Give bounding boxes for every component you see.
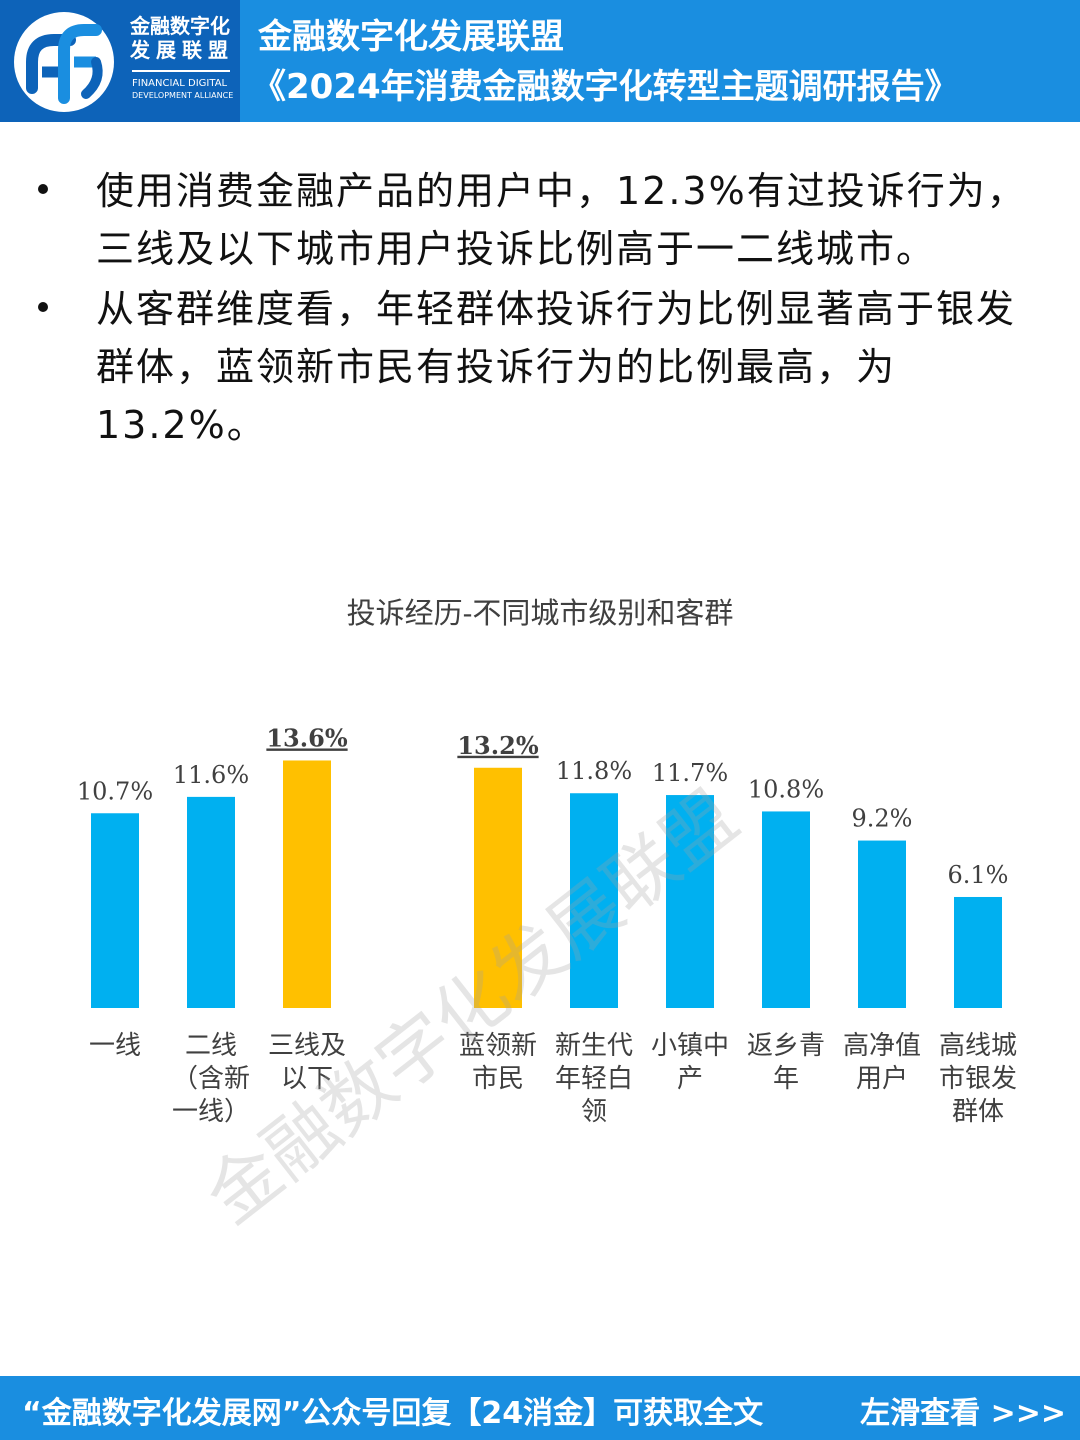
- data-label: 11.6%: [173, 761, 249, 789]
- data-label: 10.7%: [77, 777, 153, 805]
- bullet-text: 从客群维度看，年轻群体投诉行为比例显著高于银发群体，蓝领新市民有投诉行为的比例最…: [96, 287, 1017, 447]
- swipe-hint[interactable]: 左滑查看 >>>: [860, 1396, 1066, 1431]
- bullet-text: 使用消费金融产品的用户中，12.3%有过投诉行为，三线及以下城市用户投诉比例高于…: [96, 169, 1027, 271]
- category-label: 返乡青: [747, 1031, 825, 1061]
- logo: 金融数字化 发展联盟 FINANCIAL DIGITAL DEVELOPMENT…: [0, 0, 240, 122]
- bar: [91, 813, 139, 1008]
- category-label: 一线）: [172, 1097, 250, 1127]
- category-label: 年轻白: [555, 1064, 633, 1094]
- logo-en-line1: FINANCIAL DIGITAL: [132, 78, 228, 89]
- category-label: 小镇中: [651, 1031, 729, 1061]
- category-label: （含新: [172, 1064, 250, 1094]
- bar: [283, 760, 331, 1008]
- category-label: 蓝领新: [459, 1031, 537, 1061]
- footer-bar: “金融数字化发展网”公众号回复【24消金】可获取全文 左滑查看 >>>: [0, 1376, 1080, 1440]
- bar: [666, 795, 714, 1008]
- category-label: 用户: [856, 1064, 908, 1094]
- logo-divider: [132, 70, 230, 72]
- bar: [187, 796, 235, 1008]
- logo-en-line2: DEVELOPMENT ALLIANCE: [132, 91, 234, 100]
- category-label: 高净值: [843, 1031, 921, 1061]
- chart-title: 投诉经历-不同城市级别和客群: [346, 596, 734, 630]
- bar: [954, 896, 1002, 1008]
- category-label: 二线: [185, 1031, 237, 1061]
- data-label: 9.2%: [852, 805, 913, 833]
- alliance-logo-icon: [14, 12, 114, 112]
- category-label: 市民: [472, 1064, 524, 1094]
- data-label: 11.8%: [556, 757, 632, 785]
- category-label: 以下: [281, 1064, 333, 1094]
- report-title: 《2024年消费金融数字化转型主题调研报告》: [252, 67, 959, 107]
- bullet-item: 使用消费金融产品的用户中，12.3%有过投诉行为，三线及以下城市用户投诉比例高于…: [38, 162, 1048, 278]
- bar: [858, 840, 906, 1008]
- bullet-list: 使用消费金融产品的用户中，12.3%有过投诉行为，三线及以下城市用户投诉比例高于…: [38, 162, 1048, 456]
- header-bar: 金融数字化 发展联盟 FINANCIAL DIGITAL DEVELOPMENT…: [0, 0, 1080, 122]
- data-label: 10.8%: [748, 775, 824, 803]
- logo-cn-line1: 金融数字化: [130, 14, 230, 38]
- bar: [474, 767, 522, 1008]
- data-label: 6.1%: [948, 861, 1009, 889]
- category-label: 三线及: [268, 1031, 346, 1061]
- data-label: 13.2%: [457, 731, 538, 760]
- category-label: 高线城: [939, 1031, 1017, 1061]
- footer-cta: “金融数字化发展网”公众号回复【24消金】可获取全文: [22, 1396, 764, 1431]
- bullet-dot-icon: [38, 302, 48, 312]
- logo-cn-line2: 发展联盟: [130, 38, 234, 62]
- bullet-item: 从客群维度看，年轻群体投诉行为比例显著高于银发群体，蓝领新市民有投诉行为的比例最…: [38, 280, 1048, 454]
- logo-text-en: FINANCIAL DIGITAL DEVELOPMENT ALLIANCE: [132, 78, 236, 102]
- category-label: 领: [581, 1097, 607, 1127]
- category-label: 年: [773, 1064, 799, 1094]
- bar: [570, 793, 618, 1008]
- data-label: 13.6%: [266, 723, 347, 752]
- category-label: 群体: [952, 1097, 1004, 1127]
- bar: [762, 811, 810, 1008]
- category-label: 市银发: [939, 1064, 1017, 1094]
- page-title: 金融数字化发展联盟: [258, 17, 564, 57]
- data-label: 11.7%: [652, 759, 728, 787]
- category-label: 新生代: [555, 1031, 633, 1061]
- category-label: 产: [677, 1064, 703, 1094]
- bullet-dot-icon: [38, 184, 48, 194]
- logo-text-cn: 金融数字化 发展联盟: [130, 14, 234, 62]
- category-label: 一线: [89, 1031, 141, 1061]
